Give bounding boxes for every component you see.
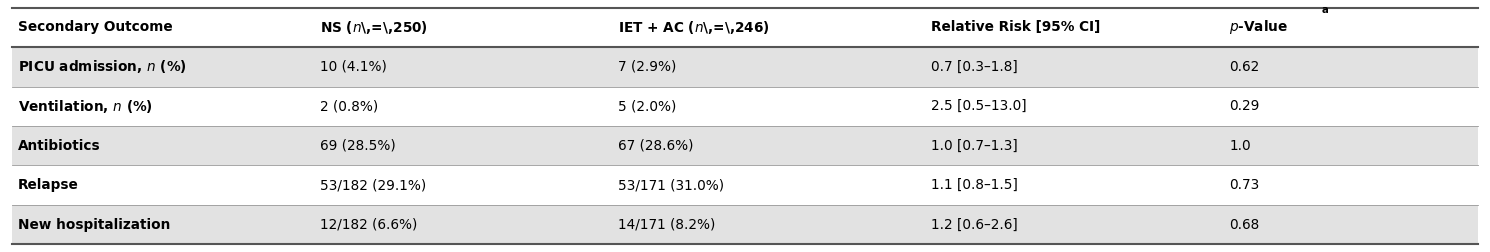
Text: 0.62: 0.62 <box>1229 60 1259 74</box>
Text: 7 (2.9%): 7 (2.9%) <box>618 60 676 74</box>
Text: 67 (28.6%): 67 (28.6%) <box>618 139 694 153</box>
Text: 2 (0.8%): 2 (0.8%) <box>320 99 378 113</box>
Text: PICU admission, $\mathit{n}$ (%): PICU admission, $\mathit{n}$ (%) <box>18 58 186 75</box>
Text: Relative Risk [95% CI]: Relative Risk [95% CI] <box>931 20 1101 34</box>
Text: 1.0 [0.7–1.3]: 1.0 [0.7–1.3] <box>931 139 1018 153</box>
Text: 0.68: 0.68 <box>1229 218 1259 232</box>
Text: 53/182 (29.1%): 53/182 (29.1%) <box>320 178 426 192</box>
Text: Antibiotics: Antibiotics <box>18 139 100 153</box>
Text: 53/171 (31.0%): 53/171 (31.0%) <box>618 178 724 192</box>
Text: Ventilation, $\mathit{n}$ (%): Ventilation, $\mathit{n}$ (%) <box>18 98 153 115</box>
Text: 1.2 [0.6–2.6]: 1.2 [0.6–2.6] <box>931 218 1018 232</box>
Bar <box>12 47 1478 86</box>
Text: 12/182 (6.6%): 12/182 (6.6%) <box>320 218 417 232</box>
Text: 0.73: 0.73 <box>1229 178 1259 192</box>
Bar <box>12 86 1478 126</box>
Bar <box>12 126 1478 166</box>
Text: 10 (4.1%): 10 (4.1%) <box>320 60 387 74</box>
Text: 1.0: 1.0 <box>1229 139 1252 153</box>
Text: a: a <box>1322 5 1329 15</box>
Text: $\mathit{p}$-Value: $\mathit{p}$-Value <box>1229 18 1289 36</box>
Bar <box>12 205 1478 244</box>
Text: 0.29: 0.29 <box>1229 99 1259 113</box>
Text: 69 (28.5%): 69 (28.5%) <box>320 139 396 153</box>
Bar <box>12 166 1478 205</box>
Text: Relapse: Relapse <box>18 178 79 192</box>
Text: NS ($\mathit{n}$\,=\,250): NS ($\mathit{n}$\,=\,250) <box>320 19 428 36</box>
Text: 0.7 [0.3–1.8]: 0.7 [0.3–1.8] <box>931 60 1018 74</box>
Text: 2.5 [0.5–13.0]: 2.5 [0.5–13.0] <box>931 99 1027 113</box>
Text: IET + AC ($\mathit{n}$\,=\,246): IET + AC ($\mathit{n}$\,=\,246) <box>618 19 770 36</box>
Text: 5 (2.0%): 5 (2.0%) <box>618 99 676 113</box>
Text: New hospitalization: New hospitalization <box>18 218 170 232</box>
Text: 14/171 (8.2%): 14/171 (8.2%) <box>618 218 715 232</box>
Text: Secondary Outcome: Secondary Outcome <box>18 20 173 34</box>
Text: 1.1 [0.8–1.5]: 1.1 [0.8–1.5] <box>931 178 1018 192</box>
Bar <box>12 8 1478 47</box>
